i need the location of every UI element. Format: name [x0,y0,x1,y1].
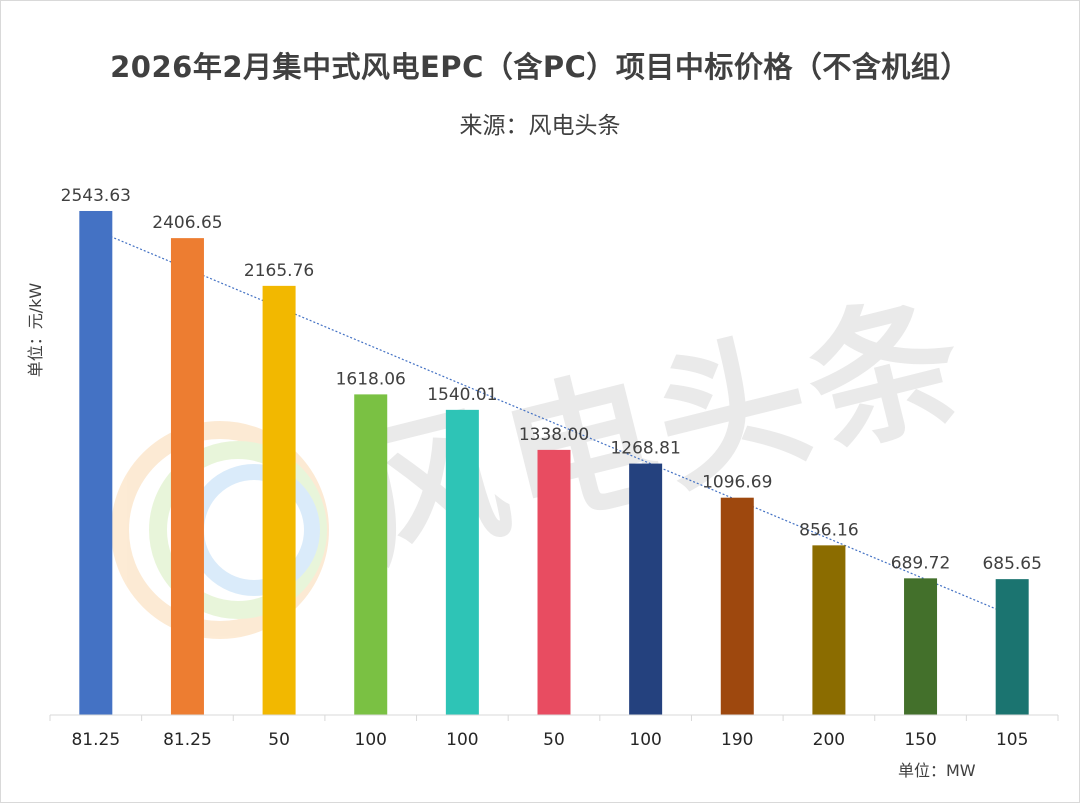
x-tick-label: 100 [446,730,478,750]
bar-10 [904,578,938,715]
bar-4 [354,394,388,715]
x-tick-label: 81.25 [163,730,212,750]
data-label-11: 685.65 [982,554,1041,574]
x-tick-label: 200 [813,730,845,750]
bar-11 [995,579,1029,715]
x-tick-label: 105 [996,730,1028,750]
x-tick-label: 100 [355,730,387,750]
bar-5 [445,409,479,715]
bar-2 [170,238,204,715]
data-label-3: 2165.76 [244,261,314,281]
bar-3 [262,285,296,715]
x-tick-label: 100 [629,730,661,750]
data-label-2: 2406.65 [152,213,222,233]
bar-7 [629,463,663,715]
x-tick-label: 190 [721,730,753,750]
bar-8 [720,497,754,715]
x-tick-label: 150 [904,730,936,750]
x-axis-label: 单位：MW [898,761,976,780]
bar-6 [537,449,571,715]
chart-subtitle: 来源：风电头条 [459,113,621,139]
x-tick-label: 81.25 [71,730,120,750]
y-axis-label: 单位：元/kW [26,282,45,378]
data-label-10: 689.72 [891,553,950,573]
data-label-9: 856.16 [799,520,858,540]
bar-9 [812,545,846,715]
x-tick-label: 50 [543,730,565,750]
data-label-5: 1540.01 [427,385,497,405]
data-label-8: 1096.69 [702,473,772,493]
bar-1 [79,210,113,715]
chart-title: 2026年2月集中式风电EPC（含PC）项目中标价格（不含机组） [110,50,970,84]
data-label-1: 2543.63 [61,186,131,206]
data-label-6: 1338.00 [519,425,589,445]
x-tick-label: 50 [268,730,290,750]
data-label-7: 1268.81 [610,439,680,459]
data-label-4: 1618.06 [336,369,406,389]
trendline [95,229,1013,617]
